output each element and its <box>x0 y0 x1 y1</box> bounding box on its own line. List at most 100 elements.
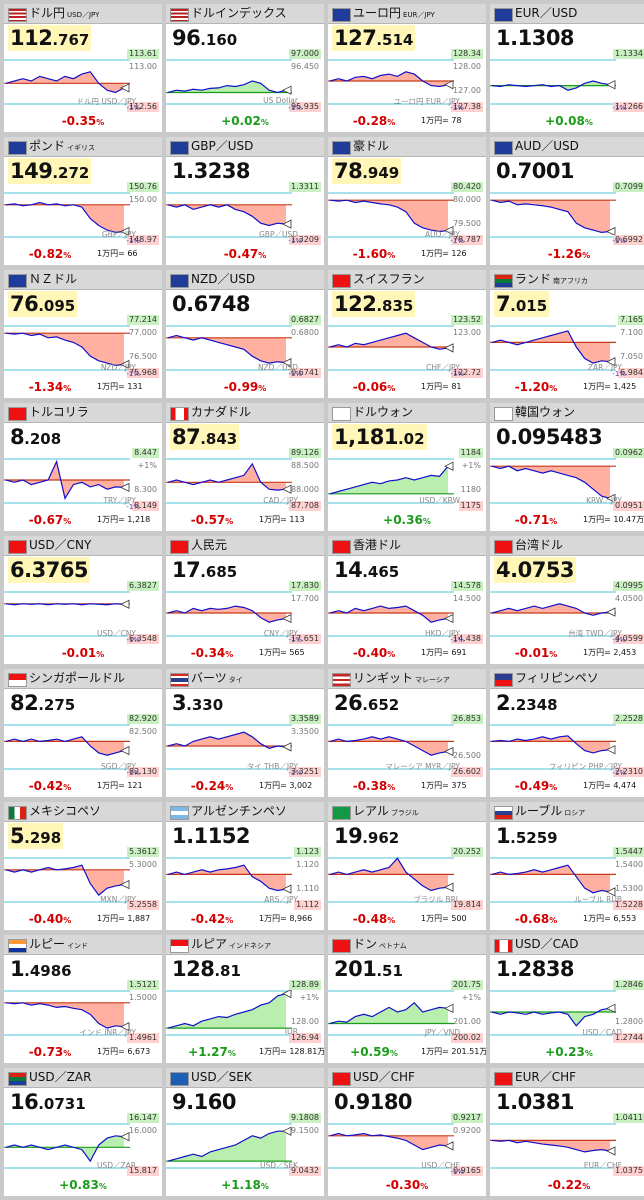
currency-tile[interactable]: シンガポールドル 82.275 82.920 82.500 82.130 SGD／JPY -… <box>4 669 162 797</box>
currency-tile[interactable]: ルーブル ロシア 1.5259 1.5447 1.5400 1.5300 1.5228 ルーブ… <box>490 802 644 930</box>
current-price-marker-icon <box>444 343 454 353</box>
currency-tile[interactable]: ＮＺドル 76.095 77.214 77.000 76.500 75.968 NZD／JP… <box>4 270 162 398</box>
yen-conversion: 1万円= 113 <box>259 515 305 524</box>
mini-chart <box>4 192 130 238</box>
yen-conversion: 1万円= 6,673 <box>97 1047 151 1056</box>
high-label: 0.9217 <box>451 1113 483 1123</box>
low-label: 6.984 <box>618 368 644 378</box>
rate-fraction: .514 <box>376 31 414 49</box>
change-percent: -0.99% <box>166 379 324 397</box>
percent-band-label: -1% <box>612 237 626 245</box>
currency-tile[interactable]: EUR／USD 1.1308 1.1334 1.1266 -1% +0.08% <box>490 4 644 132</box>
currency-tile[interactable]: USD／SEK 9.160 9.1808 9.1500 9.0432 USD／SEK +1.… <box>166 1068 324 1196</box>
tile-header: USD／CAD <box>490 935 644 955</box>
mini-chart <box>166 724 292 770</box>
currency-tile[interactable]: ランド 南アフリカ 7.015 7.165 7.100 7.050 6.984 ZAR／JPY… <box>490 270 644 398</box>
currency-tile[interactable]: 韓国ウォン 0.095483 0.0962 0.0951 KRW／JPY -0.71% 1万… <box>490 403 644 531</box>
currency-tile[interactable]: EUR／CHF 1.0381 1.0411 1.0375 EUR／CHF -0.22% <box>490 1068 644 1196</box>
high-label: 97.000 <box>289 49 321 59</box>
currency-tile[interactable]: AUD／USD 0.7001 0.7099 0.6992 -1% -1.26% <box>490 137 644 265</box>
tile-title: ユーロ円 EUR／JPY <box>353 5 435 24</box>
currency-tile[interactable]: 豪ドル 78.949 80.420 80.000 79.500 78.787 AUD／JPY… <box>328 137 486 265</box>
change-percent: +1.18% <box>166 1177 324 1195</box>
currency-tile[interactable]: ポンド イギリス 149.272 150.76 150.00 148.97 GBP／JPY -… <box>4 137 162 265</box>
price-line <box>329 1132 449 1151</box>
percent-band-label: -1% <box>612 104 626 112</box>
currency-tile[interactable]: フィリピンペソ 2.2348 2.2528 2.2310 フィリピン PHP／JPY -1… <box>490 669 644 797</box>
rate-fraction: .465 <box>362 563 400 581</box>
currency-tile[interactable]: ドルインデックス 96.160 97.000 96.450 95.935 US Dolla… <box>166 4 324 132</box>
low-label: 6.3548 <box>127 634 159 644</box>
currency-subtitle: ロシア <box>564 809 586 817</box>
current-price-marker-icon <box>282 219 292 229</box>
low-label: 17.651 <box>289 634 321 644</box>
pair-label: タイ THB／JPY <box>246 762 298 771</box>
rate-main: 2 <box>496 691 511 715</box>
level-label: 26.500 <box>453 751 481 760</box>
yen-conversion: 1万円= 81 <box>421 382 462 391</box>
currency-subtitle: マレーシア <box>415 676 450 684</box>
uk-flag-icon <box>170 141 189 155</box>
tile-title: USD／ZAR <box>29 1069 91 1086</box>
currency-tile[interactable]: GBP／USD 1.3238 1.3311 1.3209 GBP／USD -1% -0.47… <box>166 137 324 265</box>
currency-tile[interactable]: ドル円 USD／JPY 112.767 113.61 113.00 112.56 ドル円 U… <box>4 4 162 132</box>
currency-tile[interactable]: ルピア インドネシア 128.81 128.89 +1% 128.00 126.94 IDR +… <box>166 935 324 1063</box>
currency-tile[interactable]: USD／CAD 1.2838 1.2846 1.2800 1.2744 USD／CAD +0… <box>490 935 644 1063</box>
currency-tile[interactable]: ルピー インド 1.4986 1.5121 1.5000 1.4961 インド INR／JP… <box>4 935 162 1063</box>
tile-title: USD／CAD <box>515 936 578 953</box>
currency-tile[interactable]: カナダドル 87.843 89.126 88.500 88.000 87.708 CAD／J… <box>166 403 324 531</box>
tile-header: リンギット マレーシア <box>328 669 486 689</box>
percent-unit: % <box>422 517 431 526</box>
currency-tile[interactable]: 香港ドル 14.465 14.578 14.500 14.438 HKD／JPY -1% -0… <box>328 536 486 664</box>
change-area <box>330 333 448 350</box>
tile-title: 人民元 <box>191 537 227 554</box>
low-label: 5.2558 <box>127 900 159 910</box>
change-value: -0.40 <box>352 646 388 660</box>
level-label: 1.120 <box>296 860 319 869</box>
yen-conversion: 1万円= 6,553 <box>583 914 637 923</box>
tile-header: バーツ タイ <box>166 669 324 689</box>
pair-label: USD／ZAR <box>96 1161 136 1170</box>
currency-tile[interactable]: メキシコペソ 5.298 5.3612 5.3000 5.2558 MXN／JPY -0.4… <box>4 802 162 930</box>
level-label: 201.00 <box>453 1017 481 1026</box>
currency-name: ランド <box>515 272 552 286</box>
currency-tile[interactable]: ユーロ円 EUR／JPY 127.514 128.34 128.00 127.00 127.… <box>328 4 486 132</box>
percent-unit: % <box>63 1049 72 1058</box>
currency-tile[interactable]: レアル ブラジル 19.962 20.252 19.814 ブラジル BRL -0.48% 1… <box>328 802 486 930</box>
currency-tile[interactable]: USD／CNY 6.3765 6.3827 6.3548 USD／CNY -1% -0.01… <box>4 536 162 664</box>
currency-tile[interactable]: 台湾ドル 4.0753 4.0995 4.0500 4.0599 台湾 TWD／JPY -1… <box>490 536 644 664</box>
low-label: 14.438 <box>451 634 483 644</box>
change-value: -0.82 <box>28 247 64 261</box>
rate-main: 5 <box>10 824 25 848</box>
tile-title: ＮＺドル <box>29 271 77 288</box>
currency-tile[interactable]: トルコリラ 8.208 8.447 +1% 8.300 8.149 TRY／JPY -1% -0… <box>4 403 162 531</box>
currency-tile[interactable]: USD／CHF 0.9180 0.9217 0.9200 0.9165 USD／CHF -1… <box>328 1068 486 1196</box>
currency-tile[interactable]: USD／ZAR 16.0731 16.147 16.000 15.817 USD／ZAR +… <box>4 1068 162 1196</box>
change-percent: -0.01% <box>4 645 162 663</box>
rate-value: 1.4986 <box>8 956 74 982</box>
percent-unit: % <box>584 1049 593 1058</box>
currency-tile[interactable]: ドン ベトナム 201.51 201.75 +1% 201.00 200.02 JPY／VND… <box>328 935 486 1063</box>
tile-title: フィリピンペソ <box>515 670 599 687</box>
ar-flag-icon <box>170 806 189 820</box>
currency-tile[interactable]: バーツ タイ 3.330 3.3589 3.3500 3.3251 タイ THB／JPY -1… <box>166 669 324 797</box>
current-price-marker-icon <box>120 226 130 237</box>
currency-tile[interactable]: ドルウォン 1,181.02 1184 +1% 1180 1175 USD／KRW +0.36… <box>328 403 486 531</box>
currency-tile[interactable]: 人民元 17.685 17.830 17.700 17.651 CNY／JPY -1% -0.… <box>166 536 324 664</box>
currency-tile[interactable]: スイスフラン 122.835 123.52 123.00 122.72 CHF／JPY -1… <box>328 270 486 398</box>
currency-name: ポンド <box>29 139 66 153</box>
change-area <box>6 71 124 93</box>
sg-flag-icon <box>8 673 27 687</box>
currency-tile[interactable]: アルゼンチンペソ 1.1152 1.123 1.120 1.110 1.112 ARS／JP… <box>166 802 324 930</box>
rate-main: 82 <box>10 691 39 715</box>
currency-name: メキシコペソ <box>29 804 102 818</box>
currency-tile[interactable]: リンギット マレーシア 26.652 26.853 26.500 26.602 マレーシア … <box>328 669 486 797</box>
currency-tile[interactable]: NZD／USD 0.6748 0.6827 0.6800 0.6741 NZD／USD -1… <box>166 270 324 398</box>
low-label: 15.817 <box>127 1166 159 1176</box>
rate-value: 1.0381 <box>494 1089 576 1115</box>
mini-chart <box>4 1123 130 1169</box>
currency-name: USD／ZAR <box>29 1070 92 1084</box>
pair-label: ARS／JPY <box>264 895 298 904</box>
pair-label: NZD／JPY <box>100 363 136 372</box>
